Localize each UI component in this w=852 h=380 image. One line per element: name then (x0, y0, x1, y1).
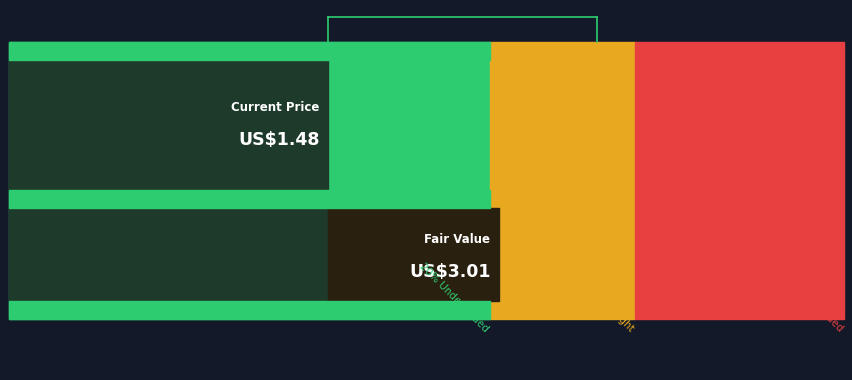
Bar (328, 208, 498, 301)
Text: 20% Overvalued: 20% Overvalued (775, 266, 843, 334)
Text: Fair Value: Fair Value (424, 233, 490, 246)
Bar (490, 42, 635, 319)
Bar (9, 208, 490, 301)
Text: Undervalued: Undervalued (337, 0, 408, 2)
Bar (9, 42, 490, 60)
Bar (9, 42, 490, 319)
Bar (635, 42, 843, 319)
Text: Current Price: Current Price (231, 101, 320, 114)
Bar (9, 190, 490, 208)
Text: US$3.01: US$3.01 (408, 263, 490, 281)
Text: About Right: About Right (584, 283, 635, 334)
Bar (9, 301, 490, 319)
Bar (9, 60, 328, 190)
Text: US$1.48: US$1.48 (238, 131, 320, 149)
Text: 20% Undervalued: 20% Undervalued (417, 261, 490, 334)
